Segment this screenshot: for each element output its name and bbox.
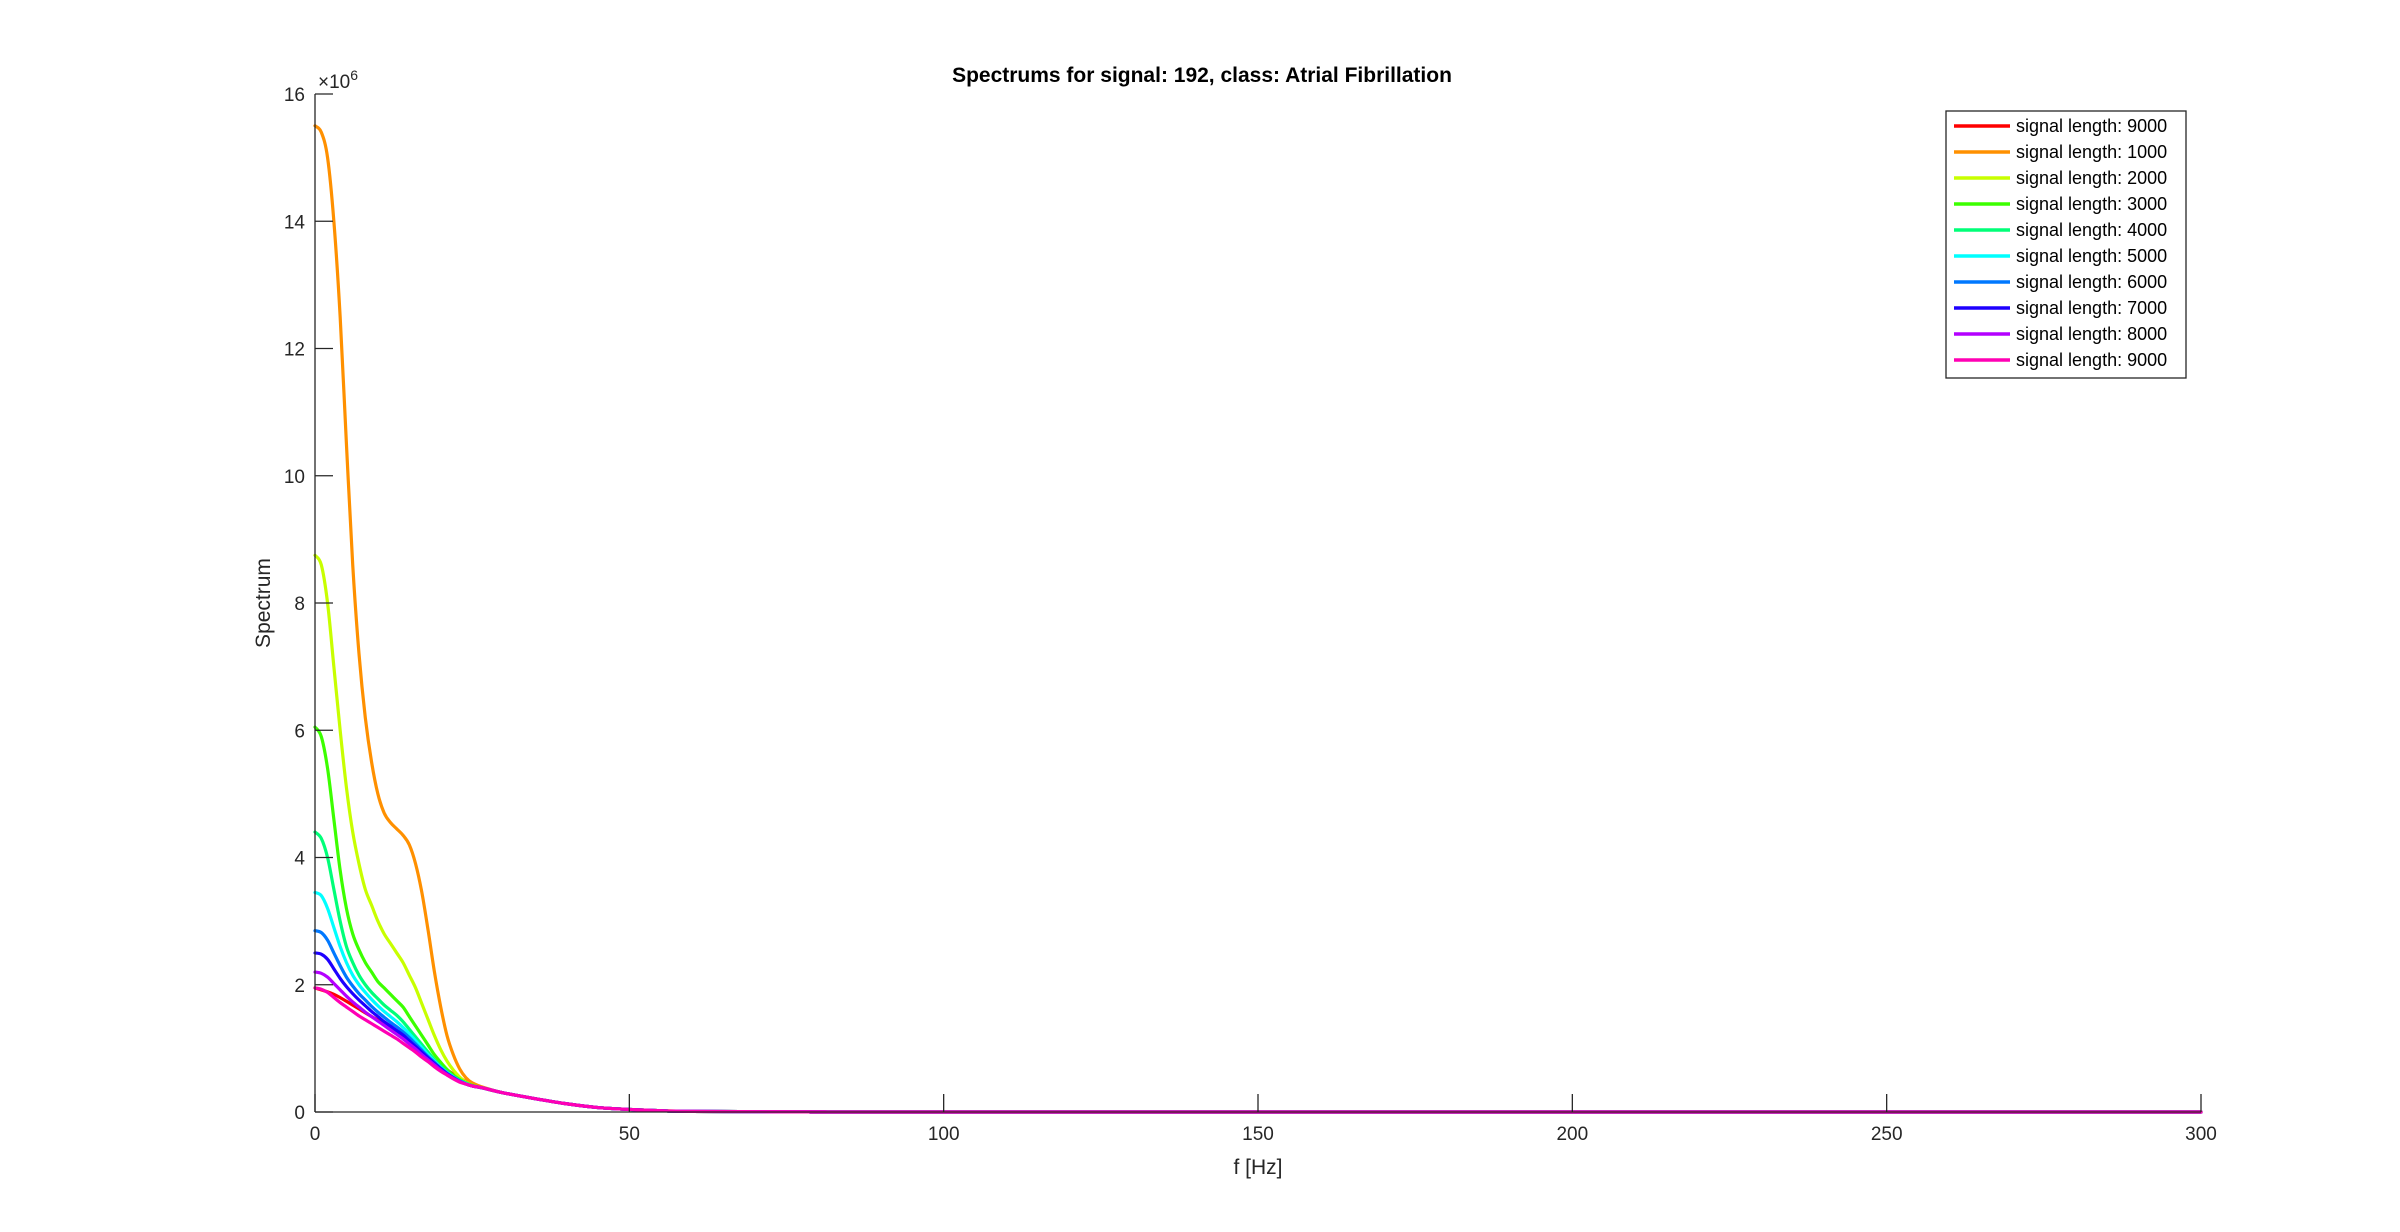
x-tick-label: 150 xyxy=(1242,1124,1274,1145)
x-tick-label: 300 xyxy=(2185,1124,2217,1145)
x-tick-label: 50 xyxy=(619,1124,640,1145)
y-tick-label: 4 xyxy=(294,849,305,870)
y-tick-label: 8 xyxy=(294,594,305,615)
x-axis-label: f [Hz] xyxy=(1233,1156,1282,1179)
x-tick-label: 250 xyxy=(1871,1124,1903,1145)
plot-area: 0 50 100 150 200 250 300 0 2 4 6 8 10 12 14 16 xyxy=(284,85,2217,1145)
legend: signal length: 9000 signal length: 1000 si… xyxy=(1945,110,2187,379)
y-tick-label: 12 xyxy=(284,340,305,361)
legend-label-3: signal length: 2000 xyxy=(2016,168,2167,188)
y-tick-label: 6 xyxy=(294,721,305,742)
y-tick-label: 16 xyxy=(284,85,305,106)
y-exponent-power: 6 xyxy=(350,67,358,83)
legend-label-9: signal length: 8000 xyxy=(2016,324,2167,344)
chart-title: Spectrums for signal: 192, class: Atrial… xyxy=(952,64,1452,87)
y-tick-label: 0 xyxy=(294,1103,305,1124)
legend-label-7: signal length: 6000 xyxy=(2016,272,2167,292)
y-tick-label: 14 xyxy=(284,212,306,233)
legend-label-1: signal length: 9000 xyxy=(2016,116,2167,136)
y-exponent-base: ×10 xyxy=(318,72,350,93)
legend-label-5: signal length: 4000 xyxy=(2016,220,2167,240)
y-ticks: 0 2 4 6 8 10 12 14 16 xyxy=(284,85,333,1124)
legend-label-6: signal length: 5000 xyxy=(2016,246,2167,266)
y-axis-label: Spectrum xyxy=(252,558,275,648)
x-tick-label: 100 xyxy=(928,1124,960,1145)
y-exponent-label: ×106 xyxy=(318,67,358,93)
legend-label-10: signal length: 9000 xyxy=(2016,350,2167,370)
legend-label-8: signal length: 7000 xyxy=(2016,298,2167,318)
x-tick-label: 0 xyxy=(310,1124,321,1145)
legend-items: signal length: 9000 signal length: 1000 si… xyxy=(1954,116,2167,370)
y-tick-label: 10 xyxy=(284,467,305,488)
y-tick-label: 2 xyxy=(294,976,305,997)
x-tick-label: 200 xyxy=(1556,1124,1588,1145)
legend-label-2: signal length: 1000 xyxy=(2016,142,2167,162)
legend-label-4: signal length: 3000 xyxy=(2016,194,2167,214)
x-ticks: 0 50 100 150 200 250 300 xyxy=(310,1094,2217,1145)
